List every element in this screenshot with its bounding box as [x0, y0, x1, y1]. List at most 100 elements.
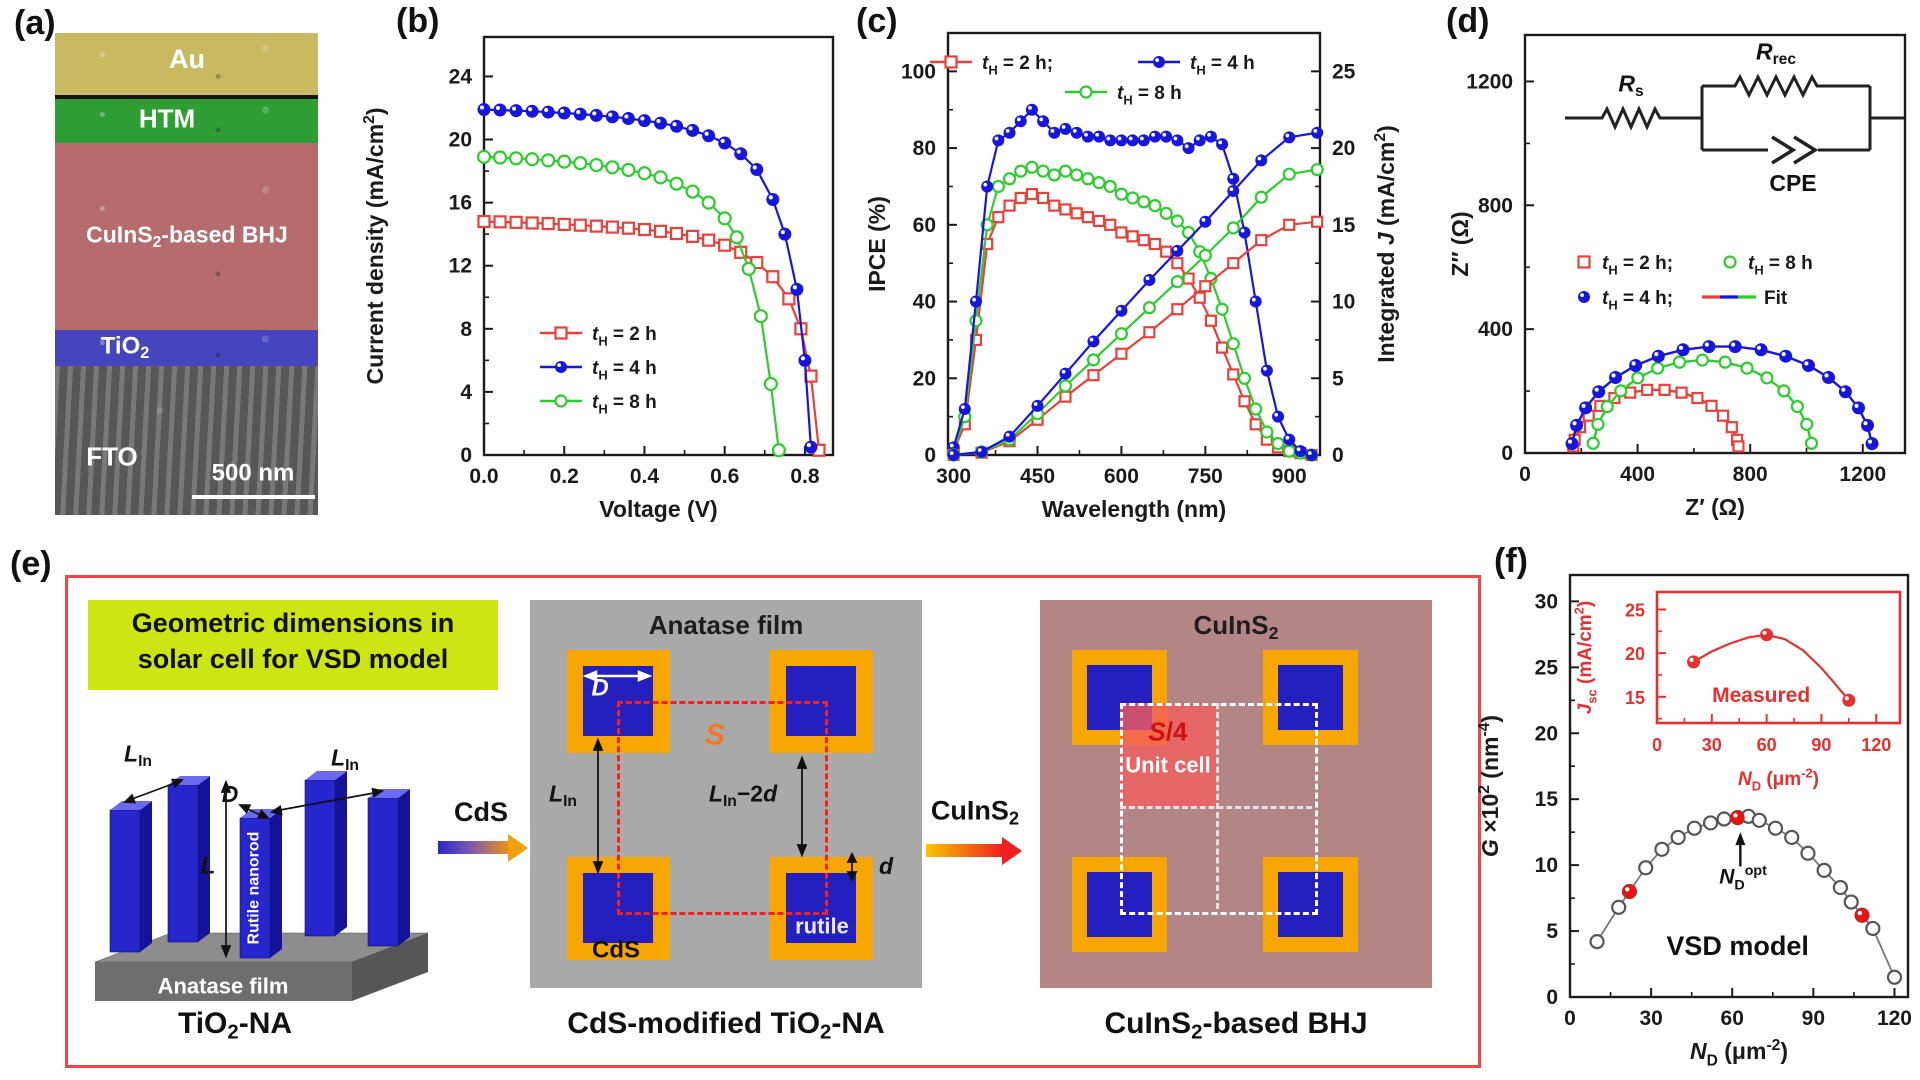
- cds-process-arrow: [438, 833, 528, 862]
- d-dim-label: D: [221, 780, 239, 807]
- layer-tio2: [55, 330, 318, 366]
- rutile-nanorod-label: Rutile nanorod: [245, 831, 263, 945]
- svg-text:900: 900: [1272, 465, 1307, 488]
- svg-text:20: 20: [449, 129, 472, 152]
- svg-text:300: 300: [936, 465, 971, 488]
- svg-text:Z′ (Ω): Z′ (Ω): [1685, 494, 1745, 520]
- svg-text:20: 20: [1625, 644, 1645, 664]
- htm-label: HTM: [138, 103, 196, 134]
- cuins2-title: CuInS2: [1193, 610, 1279, 643]
- l-dim-label: L: [200, 852, 216, 880]
- svg-text:Voltage (V): Voltage (V): [599, 496, 717, 522]
- svg-text:10: 10: [1535, 854, 1558, 877]
- unit-area-dashed-outline: [1120, 703, 1318, 915]
- bhj-label: CuInS2-based BHJ: [86, 221, 288, 251]
- jv-chart: 0.0 0.2 0.4 0.6 0.8 0 4 8 12 16 20 24 Voltage (V) Cur…: [361, 35, 835, 522]
- cpe-icon: [1771, 135, 1819, 165]
- d-shell-label: d: [878, 852, 894, 879]
- dashed-divider-horizontal: [1120, 806, 1312, 809]
- cds-shell-square: [1072, 650, 1167, 745]
- au-label: Au: [169, 43, 205, 74]
- svg-text:ND (μm-2): ND (μm-2): [1690, 1037, 1788, 1070]
- cds-arrow-label: CdS: [454, 796, 508, 827]
- svg-text:0: 0: [924, 444, 936, 467]
- svg-text:5: 5: [1546, 920, 1558, 943]
- svg-text:NDopt: NDopt: [1719, 863, 1767, 893]
- s-area-label: S: [704, 718, 726, 752]
- svg-text:4: 4: [460, 381, 472, 404]
- svg-text:Jsc (mA/cm2): Jsc (mA/cm2): [1571, 601, 1599, 714]
- panel-b-label: (b): [396, 2, 440, 40]
- svg-text:0: 0: [1332, 444, 1344, 467]
- dimension-arrows: [123, 778, 385, 959]
- svg-text:800: 800: [1478, 194, 1513, 217]
- svg-text:100: 100: [901, 60, 936, 83]
- cuins2-process-arrow: [926, 836, 1022, 865]
- svg-text:0.8: 0.8: [790, 465, 820, 488]
- svg-text:0: 0: [460, 444, 472, 467]
- anatase-film-label: Anatase film: [157, 973, 289, 999]
- svg-text:1200: 1200: [1466, 70, 1513, 93]
- svg-text:15: 15: [1332, 214, 1356, 237]
- svg-text:16: 16: [449, 192, 472, 215]
- nyquist-chart: 0 400 800 1200 0 400 800 1200 Z′ (Ω) Z″ (Ω) tH = 2…: [1447, 33, 1907, 520]
- svg-text:0: 0: [1652, 735, 1662, 755]
- svg-text:0.0: 0.0: [469, 465, 498, 488]
- lin-right-label: LIn: [331, 744, 359, 774]
- cds-shell-square: [1072, 857, 1167, 952]
- anatase-slab-front: [95, 962, 352, 1001]
- svg-text:0.4: 0.4: [630, 465, 660, 488]
- anatase-slab-side: [352, 933, 428, 1001]
- svg-text:1200: 1200: [1839, 463, 1886, 486]
- svg-text:24: 24: [449, 65, 473, 88]
- anatase-film-title: Anatase film: [648, 610, 804, 640]
- svg-text:750: 750: [1188, 465, 1223, 488]
- rrec-label: Rrec: [1755, 38, 1797, 68]
- sem-cross-section-image: Au HTM CuInS2-based BHJ TiO2 FTO 500 nm: [55, 33, 318, 515]
- s4-label: S/4: [1148, 716, 1188, 747]
- svg-text:10: 10: [1332, 291, 1355, 314]
- cds-modified-caption: CdS-modified TiO2-NA: [567, 1006, 885, 1044]
- anatase-film-top-view: Anatase film D S LIn LIn−2d d CdS rut: [530, 600, 922, 988]
- lin-2d-label: LIn−2d: [708, 780, 778, 810]
- svg-text:0: 0: [1546, 986, 1558, 1009]
- svg-text:90: 90: [1811, 735, 1831, 755]
- svg-text:120: 120: [1877, 1007, 1912, 1030]
- svg-text:80: 80: [913, 137, 936, 160]
- vsd-title-line1: Geometric dimensions in: [131, 608, 455, 638]
- measured-jsc-inset-chart: 0 30 60 90 120 15 20 25 ND (μm-2) Jsc (mA/cm2) Mea…: [1571, 590, 1902, 793]
- rutile-core-square: [1278, 665, 1343, 730]
- svg-text:IPCE (%): IPCE (%): [864, 196, 890, 292]
- vsd-title-line2: solar cell for VSD model: [137, 644, 449, 674]
- svg-text:25: 25: [1332, 60, 1356, 83]
- rutile-core-square: [1087, 872, 1152, 937]
- svg-text:0.2: 0.2: [550, 465, 579, 488]
- svg-text:tH = 2 h: tH = 2 h: [592, 324, 657, 348]
- scale-bar: [192, 495, 315, 499]
- svg-text:12: 12: [449, 255, 472, 278]
- svg-text:20: 20: [1332, 137, 1355, 160]
- layer-fto: [55, 366, 318, 515]
- middle-dimension-arrows: [582, 670, 858, 883]
- cds-shell-square: [1263, 650, 1358, 745]
- tio2-na-caption: TiO2-NA: [177, 1006, 293, 1044]
- svg-text:60: 60: [913, 214, 936, 237]
- equivalent-circuit: [1565, 73, 1905, 165]
- svg-text:90: 90: [1802, 1007, 1825, 1030]
- rutile-core-square: [786, 873, 856, 943]
- cuins2-arrow-label: CuInS2: [930, 795, 1020, 829]
- svg-text:0: 0: [1501, 442, 1513, 465]
- svg-text:25: 25: [1535, 656, 1559, 679]
- rutile-tag-label: rutile: [795, 913, 849, 939]
- series-resistor-wire: [1565, 105, 1702, 131]
- svg-text:Wavelength (nm): Wavelength (nm): [1042, 496, 1226, 522]
- panel-a-label: (a): [14, 4, 56, 42]
- panel-c-label: (c): [856, 2, 898, 40]
- tio2-label: TiO2: [100, 332, 150, 363]
- cuins2-bhj-top-view: CuInS2 S/4 Unit cell: [1040, 600, 1432, 988]
- unit-cell-highlight: [1120, 703, 1216, 806]
- panel-e-label: (e): [10, 545, 52, 583]
- cds-shell-square: [1263, 857, 1358, 952]
- svg-text:VSD model: VSD model: [1666, 931, 1809, 961]
- svg-text:40: 40: [913, 291, 936, 314]
